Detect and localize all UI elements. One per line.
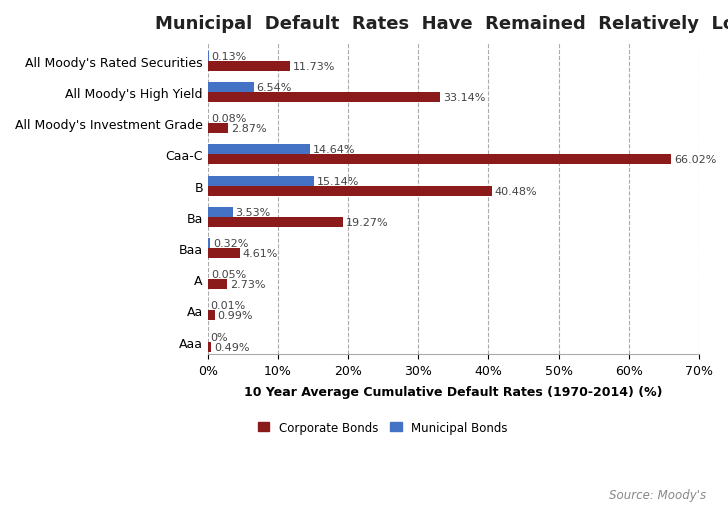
Text: 0.13%: 0.13% bbox=[211, 51, 247, 62]
Bar bbox=[207, 239, 210, 248]
Bar bbox=[207, 342, 211, 352]
Text: 19.27%: 19.27% bbox=[346, 217, 389, 228]
Bar bbox=[207, 207, 232, 217]
Bar bbox=[207, 155, 671, 165]
Text: 0.05%: 0.05% bbox=[211, 270, 246, 279]
Text: 14.64%: 14.64% bbox=[313, 145, 356, 155]
Bar bbox=[207, 82, 253, 93]
Bar bbox=[207, 186, 492, 196]
Text: 2.87%: 2.87% bbox=[231, 124, 266, 134]
Bar bbox=[207, 124, 228, 134]
Bar bbox=[207, 279, 227, 290]
Bar bbox=[207, 62, 290, 71]
Text: 0.08%: 0.08% bbox=[211, 114, 247, 124]
Text: Source: Moody's: Source: Moody's bbox=[609, 489, 706, 501]
Text: 0%: 0% bbox=[210, 332, 228, 342]
Title: Municipal  Default  Rates  Have  Remained  Relatively  Low: Municipal Default Rates Have Remained Re… bbox=[155, 15, 728, 33]
Text: 6.54%: 6.54% bbox=[256, 82, 292, 93]
Text: 66.02%: 66.02% bbox=[674, 155, 716, 165]
Text: 0.99%: 0.99% bbox=[218, 311, 253, 321]
Bar bbox=[207, 217, 343, 228]
Legend: Corporate Bonds, Municipal Bonds: Corporate Bonds, Municipal Bonds bbox=[253, 416, 513, 439]
Text: 11.73%: 11.73% bbox=[293, 62, 335, 71]
Text: 3.53%: 3.53% bbox=[235, 207, 271, 217]
X-axis label: 10 Year Average Cumulative Default Rates (1970-2014) (%): 10 Year Average Cumulative Default Rates… bbox=[244, 385, 662, 399]
Bar bbox=[207, 311, 215, 321]
Text: 4.61%: 4.61% bbox=[243, 248, 278, 259]
Bar bbox=[207, 145, 310, 155]
Text: 33.14%: 33.14% bbox=[443, 93, 486, 103]
Text: 15.14%: 15.14% bbox=[317, 176, 359, 186]
Bar bbox=[207, 51, 209, 62]
Text: 0.01%: 0.01% bbox=[210, 301, 246, 311]
Bar bbox=[207, 93, 440, 103]
Text: 0.49%: 0.49% bbox=[214, 342, 250, 352]
Text: 0.32%: 0.32% bbox=[213, 239, 248, 248]
Text: 2.73%: 2.73% bbox=[230, 279, 265, 290]
Bar bbox=[207, 248, 240, 259]
Bar bbox=[207, 176, 314, 186]
Text: 40.48%: 40.48% bbox=[494, 186, 537, 196]
